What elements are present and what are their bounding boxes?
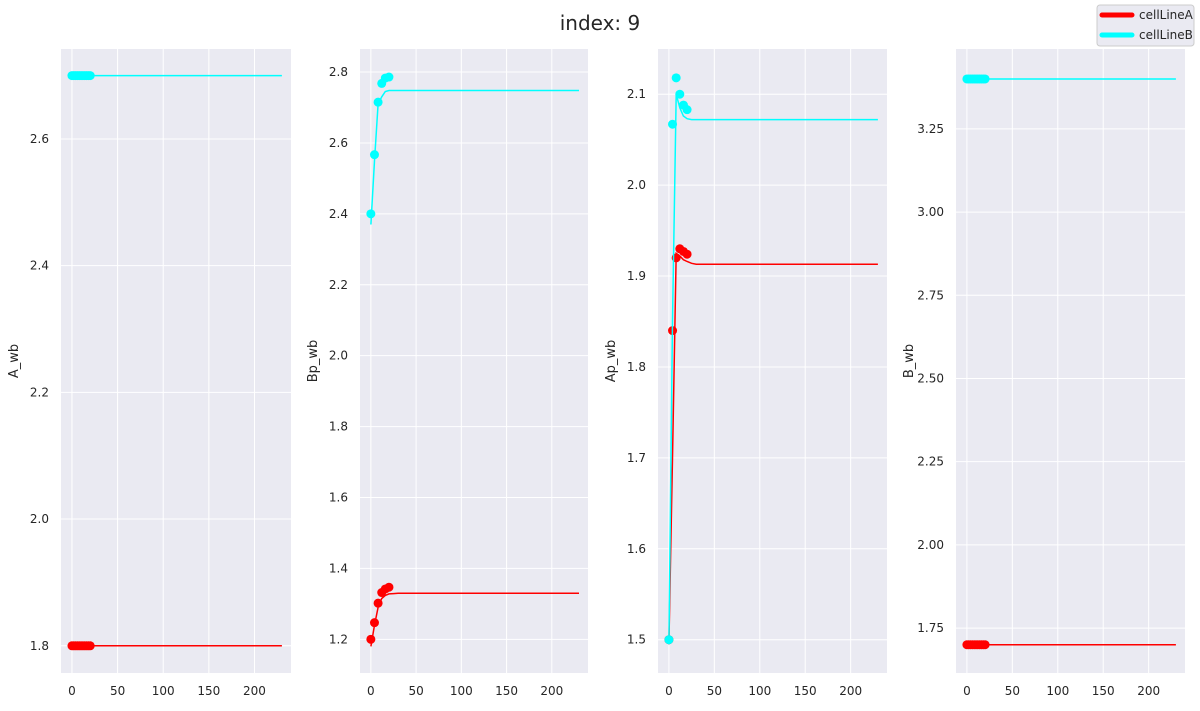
subplots: 0 50 100 150 200 1.8 2.0 2.2 2.4 2.6 A_wb 0 50 100 150…	[7, 49, 1185, 698]
plot-area	[61, 49, 291, 673]
data-point-cellLineB	[373, 97, 383, 107]
y-tick-label: 2.8	[329, 65, 348, 79]
data-point-cellLineB	[85, 71, 95, 81]
y-tick-label: 2.6	[329, 136, 348, 150]
y-tick-label: 2.0	[329, 349, 348, 363]
legend-label-cellLineA: cellLineA	[1139, 8, 1194, 22]
plot-area	[360, 49, 588, 673]
subplot-3: 0 50 100 150 200 1.5 1.6 1.7 1.8 1.9 2.0 2.1 Ap_wb	[604, 49, 887, 698]
x-tick-label: 200	[243, 684, 266, 698]
x-tick-label: 0	[367, 684, 375, 698]
x-tick-label: 100	[450, 684, 473, 698]
data-point-cellLineB	[671, 73, 681, 83]
y-tick-label: 2.50	[917, 371, 944, 385]
y-tick-label: 3.25	[917, 122, 944, 136]
data-point-cellLineA	[980, 640, 990, 650]
x-tick-label: 200	[540, 684, 563, 698]
y-tick-label: 2.4	[329, 207, 348, 221]
data-point-cellLineB	[369, 150, 379, 160]
subplot-4: 0 50 100 150 200 1.75 2.00 2.25 2.50 2.75 3.00 3.25…	[902, 49, 1185, 698]
y-tick-label: 1.8	[329, 420, 348, 434]
data-point-cellLineB	[664, 635, 674, 645]
data-point-cellLineB	[668, 119, 678, 129]
y-tick-label: 3.00	[917, 205, 944, 219]
data-point-cellLineB	[675, 89, 685, 99]
y-tick-label: 2.00	[917, 538, 944, 552]
x-tick-label: 0	[68, 684, 76, 698]
y-tick-label: 1.8	[30, 639, 49, 653]
x-tick-label: 50	[707, 684, 722, 698]
plot-area	[956, 49, 1185, 673]
subplot-1: 0 50 100 150 200 1.8 2.0 2.2 2.4 2.6 A_wb	[7, 49, 291, 698]
legend: cellLineA cellLineB	[1096, 4, 1195, 47]
data-point-cellLineB	[366, 209, 376, 219]
x-tick-label: 50	[1005, 684, 1020, 698]
x-tick-label: 0	[665, 684, 673, 698]
data-point-cellLineB	[682, 105, 692, 115]
y-tick-label: 1.6	[627, 542, 646, 556]
y-tick-label: 2.6	[30, 132, 49, 146]
y-axis-label: B_wb	[902, 344, 917, 378]
data-point-cellLineB	[980, 74, 990, 84]
x-tick-label: 150	[794, 684, 817, 698]
x-tick-label: 50	[110, 684, 125, 698]
data-point-cellLineA	[384, 582, 394, 592]
y-axis-label: Bp_wb	[306, 340, 321, 383]
y-tick-label: 2.25	[917, 455, 944, 469]
subplot-2: 0 50 100 150 200 1.2 1.4 1.6 1.8 2.0 2.2 2.4 2.6 2.8 B…	[306, 49, 588, 698]
y-axis-label: A_wb	[7, 344, 22, 378]
y-tick-label: 2.75	[917, 288, 944, 302]
y-tick-label: 1.5	[627, 633, 646, 647]
x-tick-label: 150	[495, 684, 518, 698]
y-tick-label: 1.4	[329, 561, 348, 575]
data-point-cellLineA	[369, 618, 379, 628]
y-tick-label: 2.4	[30, 259, 49, 273]
y-tick-label: 2.0	[627, 178, 646, 192]
legend-label-cellLineB: cellLineB	[1139, 28, 1193, 42]
x-tick-label: 100	[1046, 684, 1069, 698]
y-tick-label: 2.2	[329, 278, 348, 292]
figure-title: index: 9	[560, 11, 641, 35]
plot-area	[658, 49, 887, 673]
y-axis-label: Ap_wb	[604, 340, 619, 383]
y-tick-label: 2.1	[627, 87, 646, 101]
y-tick-label: 2.2	[30, 385, 49, 399]
x-tick-label: 200	[839, 684, 862, 698]
y-tick-label: 1.75	[917, 621, 944, 635]
x-tick-label: 100	[152, 684, 175, 698]
x-tick-label: 100	[748, 684, 771, 698]
x-tick-label: 0	[963, 684, 971, 698]
y-tick-label: 1.6	[329, 491, 348, 505]
data-point-cellLineA	[682, 249, 692, 259]
y-tick-label: 2.0	[30, 512, 49, 526]
data-point-cellLineA	[373, 598, 383, 608]
y-tick-label: 1.7	[627, 451, 646, 465]
y-tick-label: 1.9	[627, 269, 646, 283]
x-tick-label: 150	[1092, 684, 1115, 698]
y-tick-label: 1.2	[329, 632, 348, 646]
data-point-cellLineA	[366, 634, 376, 644]
x-tick-label: 200	[1137, 684, 1160, 698]
y-tick-label: 1.8	[627, 360, 646, 374]
x-tick-label: 50	[408, 684, 423, 698]
data-point-cellLineA	[85, 641, 95, 651]
data-point-cellLineB	[384, 72, 394, 82]
x-tick-label: 150	[197, 684, 220, 698]
